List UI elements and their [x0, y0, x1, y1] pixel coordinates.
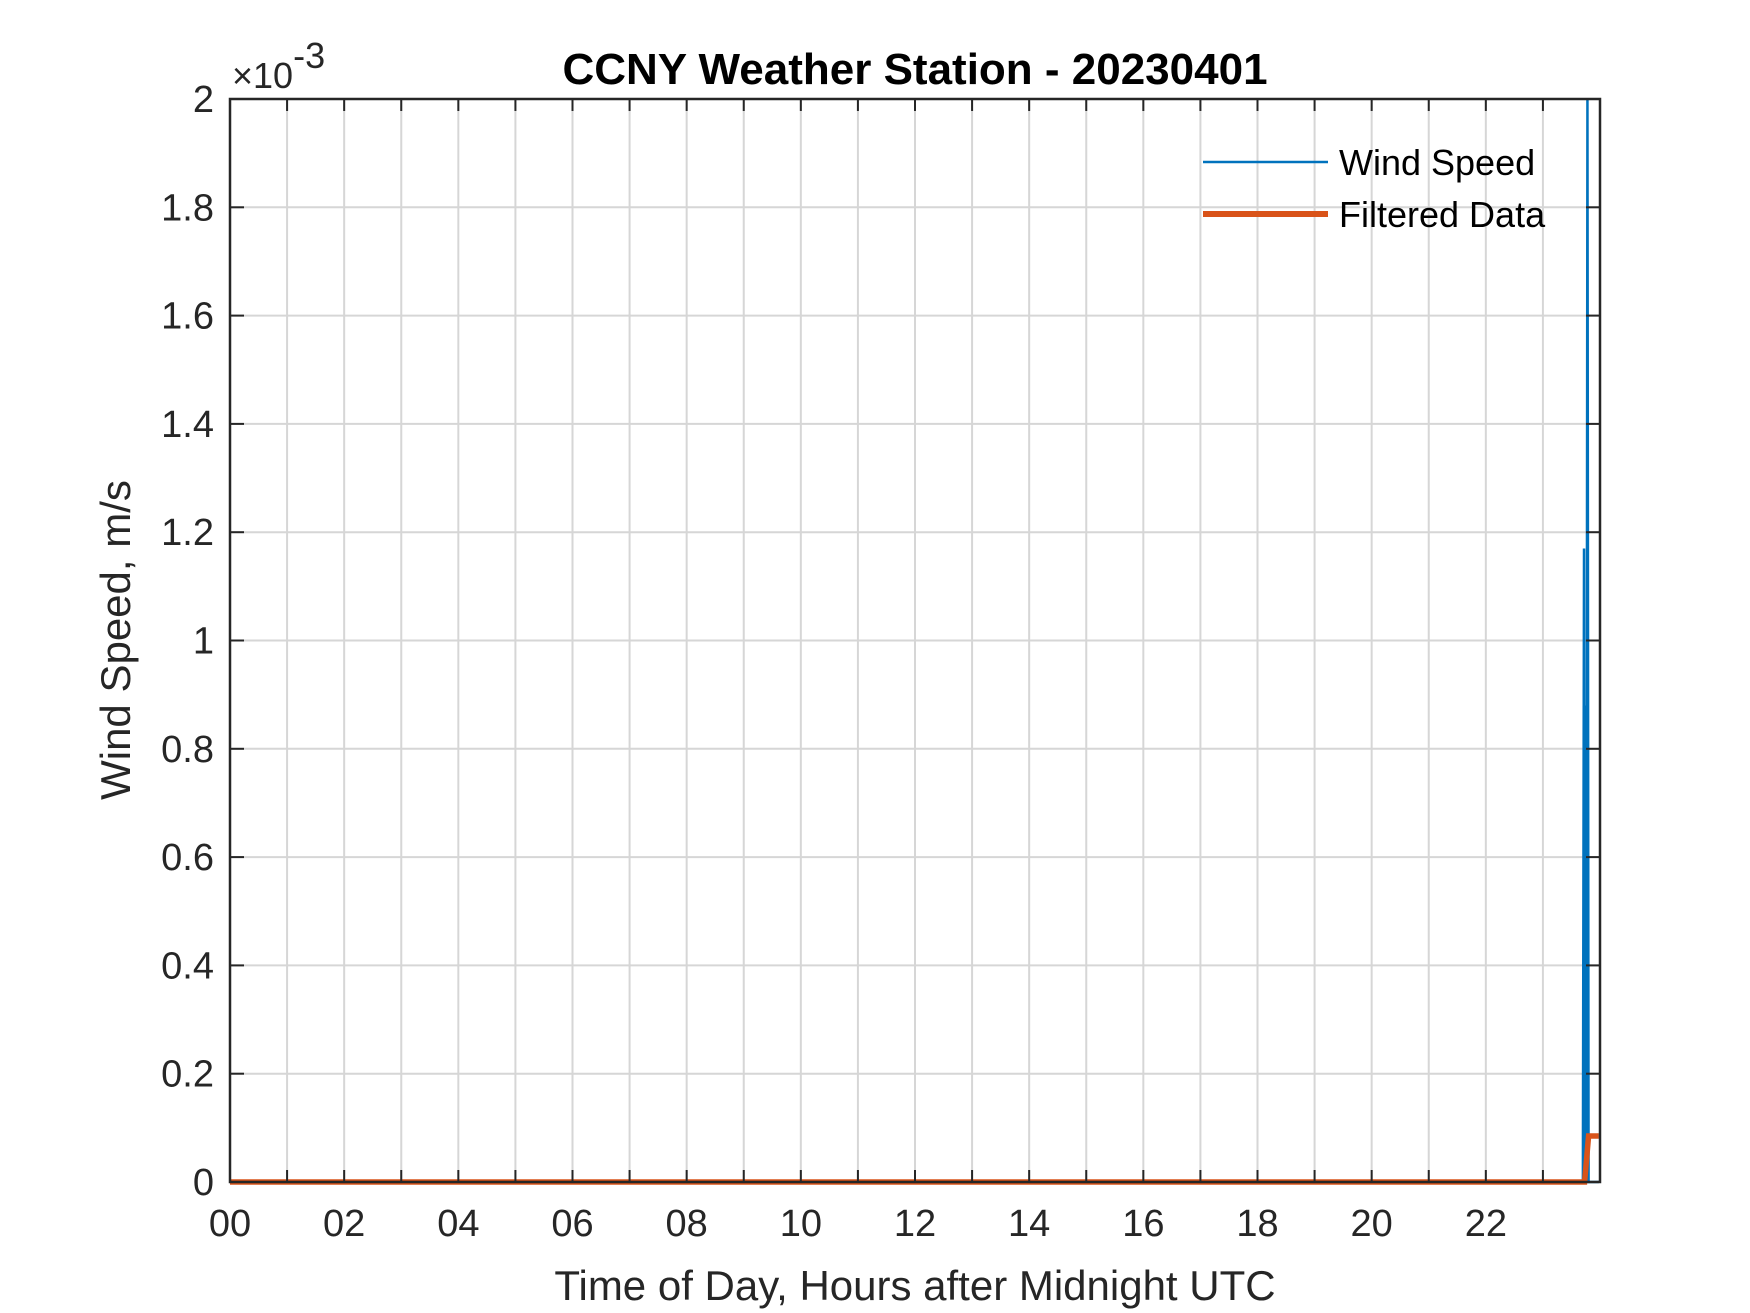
- y-tick-label: 1.2: [161, 512, 214, 554]
- series-line-wind-speed: [230, 98, 1599, 1184]
- x-tick-label: 18: [1236, 1203, 1278, 1245]
- x-tick-label: 00: [209, 1203, 251, 1245]
- exponent-power: -3: [293, 35, 325, 76]
- y-tick-label: 0.8: [161, 729, 214, 771]
- grid-lines: [230, 99, 1600, 1182]
- exponent-times: ×: [232, 55, 253, 96]
- x-tick-label: 08: [666, 1203, 708, 1245]
- x-tick-label: 10: [780, 1203, 822, 1245]
- legend-label-filtered-data: Filtered Data: [1339, 194, 1546, 235]
- x-tick-label: 02: [323, 1203, 365, 1245]
- x-tick-label: 14: [1008, 1203, 1050, 1245]
- x-tick-label: 16: [1122, 1203, 1164, 1245]
- y-tick-label: 1.6: [161, 296, 214, 338]
- x-tick-label: 20: [1351, 1203, 1393, 1245]
- x-tick-labels: 00 02 04 06 08 10 12 14 16 18 20 22: [209, 1203, 1507, 1245]
- x-tick-label: 06: [551, 1203, 593, 1245]
- y-tick-label: 0: [193, 1162, 214, 1204]
- x-tick-label: 04: [437, 1203, 479, 1245]
- exponent-base: 10: [253, 55, 293, 96]
- legend-label-wind-speed: Wind Speed: [1339, 142, 1535, 183]
- y-tick-label: 0.2: [161, 1054, 214, 1096]
- y-tick-label: 1: [193, 621, 214, 663]
- y-axis-exponent: ×10-3: [232, 35, 325, 96]
- y-tick-label: 0.4: [161, 945, 214, 987]
- y-tick-labels: 0 0.2 0.4 0.6 0.8 1 1.2 1.4 1.6 1.8 2: [161, 79, 214, 1204]
- y-tick-label: 0.6: [161, 837, 214, 879]
- y-tick-label: 1.4: [161, 404, 214, 446]
- x-tick-label: 22: [1465, 1203, 1507, 1245]
- legend: Wind Speed Filtered Data: [1203, 142, 1546, 235]
- x-tick-label: 12: [894, 1203, 936, 1245]
- tick-marks: [230, 98, 1600, 1183]
- y-tick-label: 2: [193, 79, 214, 121]
- y-tick-label: 1.8: [161, 187, 214, 229]
- chart-title: CCNY Weather Station - 20230401: [562, 45, 1267, 94]
- y-axis-label: Wind Speed, m/s: [92, 480, 139, 800]
- x-axis-label: Time of Day, Hours after Midnight UTC: [554, 1262, 1275, 1309]
